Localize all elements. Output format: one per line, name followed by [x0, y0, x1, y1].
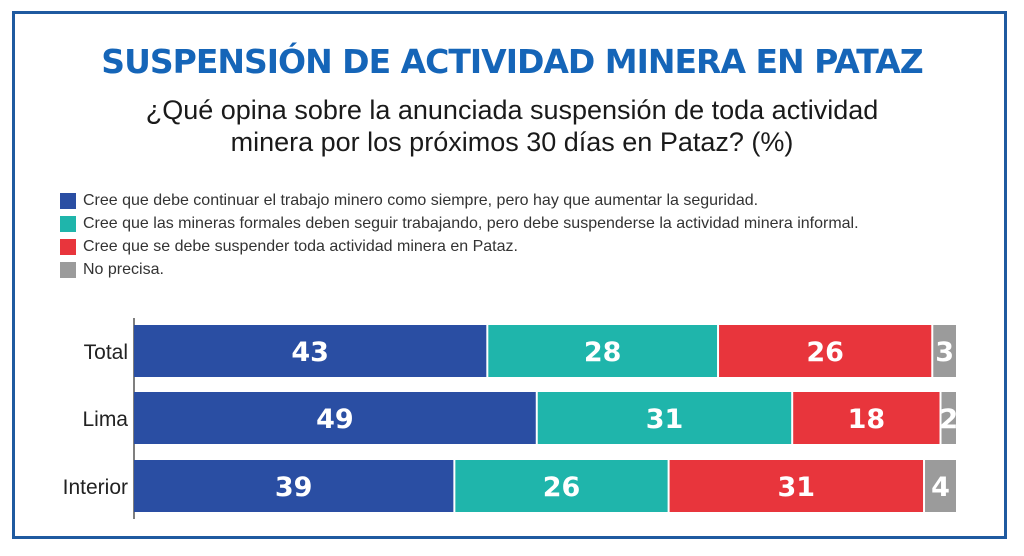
legend-item: No precisa.: [60, 258, 859, 281]
category-label: Interior: [63, 476, 128, 499]
bar-value-label: 31: [778, 472, 816, 503]
bar-segment: [933, 325, 956, 377]
legend-swatch-teal: [60, 215, 76, 232]
bar-segment: [941, 392, 956, 444]
chart-title: SUSPENSIÓN DE ACTIVIDAD MINERA EN PATAZ: [101, 42, 923, 81]
bar-segment: [719, 325, 932, 377]
legend-item: Cree que debe continuar el trabajo miner…: [60, 189, 859, 212]
legend-item: Cree que se debe suspender toda activida…: [60, 235, 859, 258]
chart-frame: [12, 11, 1007, 539]
bar-segment: [537, 392, 792, 444]
legend-item: Cree que las mineras formales deben segu…: [60, 212, 859, 235]
legend-swatch-blue: [60, 192, 76, 209]
subtitle-line-1: ¿Qué opina sobre la anunciada suspensión…: [145, 95, 879, 125]
bar-value-label: 49: [316, 404, 354, 435]
bar-value-label: 28: [584, 337, 622, 368]
bar-segment: [134, 460, 454, 512]
bar-segment: [669, 460, 924, 512]
bar-value-label: 3: [935, 337, 954, 368]
bar-value-label: 43: [291, 337, 329, 368]
bar-segment: [925, 460, 956, 512]
bar-value-label: 26: [543, 472, 581, 503]
category-label: Lima: [82, 408, 128, 431]
bar-segment: [793, 392, 940, 444]
legend-swatch-gray: [60, 261, 76, 278]
legend-label: Cree que las mineras formales deben segu…: [83, 214, 859, 232]
bar-value-label: 26: [806, 337, 844, 368]
legend-label: No precisa.: [83, 260, 164, 278]
subtitle-line-2: minera por los próximos 30 días en Pataz…: [230, 127, 794, 157]
legend-label: Cree que debe continuar el trabajo miner…: [83, 191, 759, 209]
bar-segment: [134, 392, 536, 444]
bar-segment: [134, 325, 487, 377]
bar-value-label: 2: [939, 404, 958, 435]
bar-segment: [455, 460, 668, 512]
legend-swatch-red: [60, 238, 76, 255]
legend-label: Cree que se debe suspender toda activida…: [83, 237, 518, 255]
bar-value-label: 4: [931, 472, 950, 503]
category-label: Total: [84, 341, 128, 364]
bar-segment: [488, 325, 718, 377]
legend: Cree que debe continuar el trabajo miner…: [60, 189, 859, 281]
chart-subtitle: ¿Qué opina sobre la anunciada suspensión…: [0, 94, 1024, 158]
bar-value-label: 39: [275, 472, 313, 503]
bar-value-label: 18: [848, 404, 886, 435]
bar-value-label: 31: [646, 404, 684, 435]
